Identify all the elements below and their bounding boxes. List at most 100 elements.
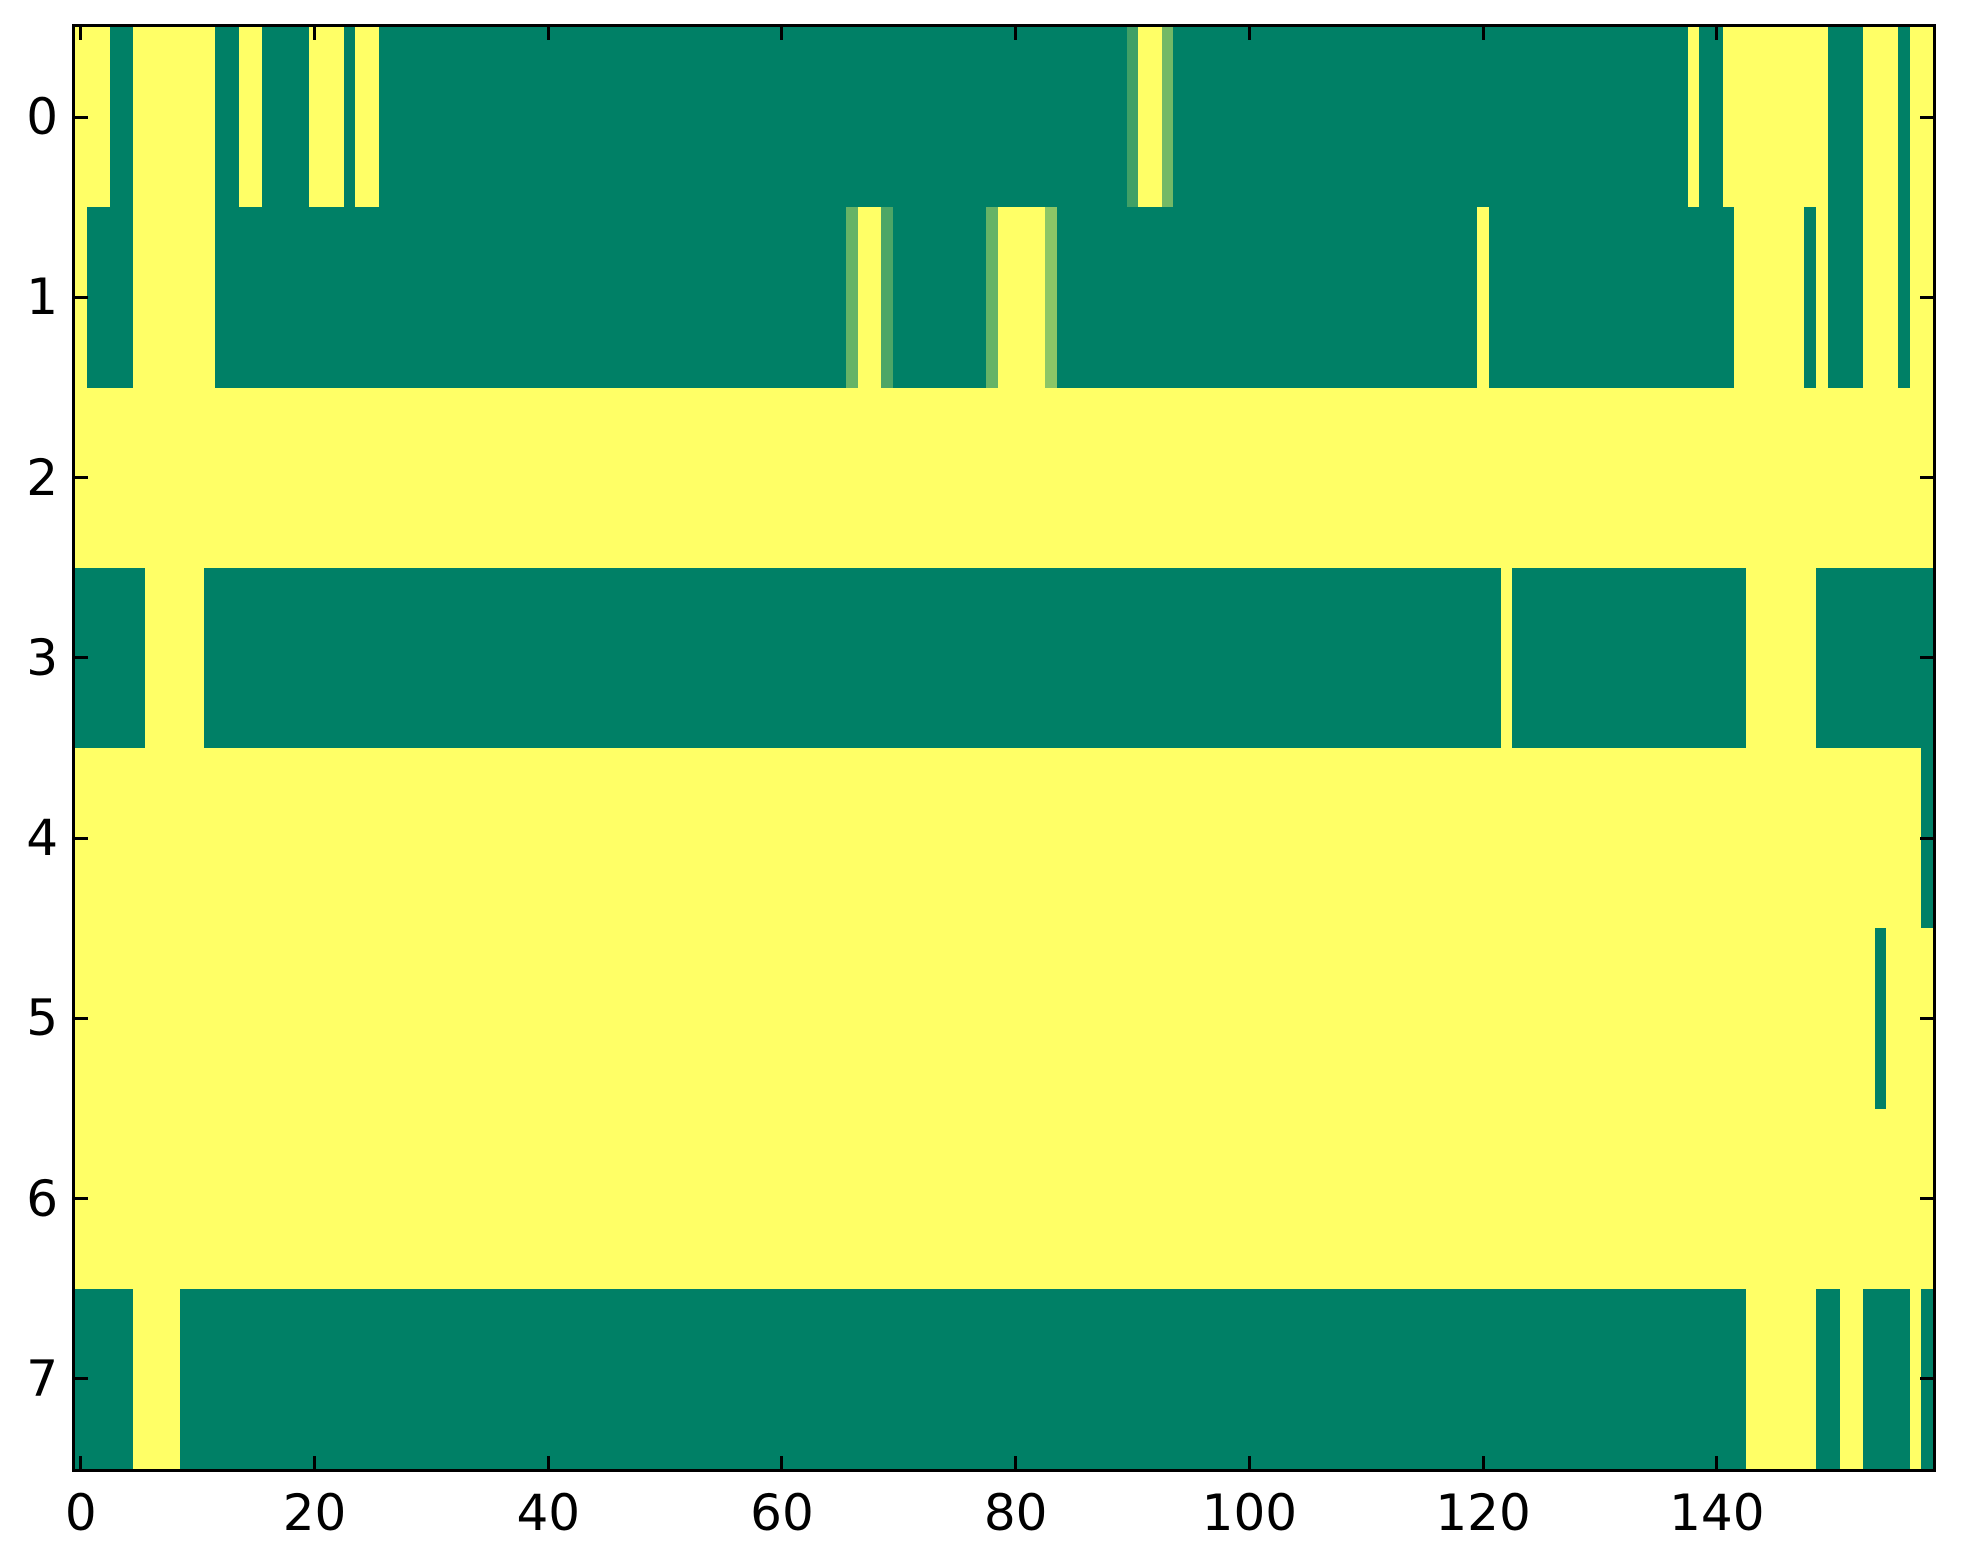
heatmap-segment xyxy=(1862,1288,1911,1469)
heatmap-segment xyxy=(1173,27,1689,208)
x-tick-mark xyxy=(1014,1456,1018,1469)
heatmap xyxy=(75,27,1933,1469)
heatmap-segment xyxy=(1862,27,1899,208)
heatmap-segment xyxy=(1746,567,1817,749)
heatmap-segment xyxy=(1746,1288,1817,1469)
x-axis-tick-label: 140 xyxy=(1669,1484,1765,1542)
heatmap-segment xyxy=(180,1288,1747,1469)
heatmap-segment xyxy=(1056,207,1478,389)
heatmap-segment xyxy=(1477,207,1490,389)
y-axis-tick-label: 7 xyxy=(26,1349,58,1408)
y-tick-mark xyxy=(1920,115,1933,119)
x-axis-tick-label: 0 xyxy=(64,1484,97,1542)
heatmap-segment xyxy=(133,27,216,208)
heatmap-segment xyxy=(215,207,847,389)
heatmap-row-5 xyxy=(75,928,1933,1110)
y-axis-tick-label: 0 xyxy=(26,88,58,147)
y-tick-mark xyxy=(1920,295,1933,299)
plot-area xyxy=(72,24,1936,1472)
heatmap-segment xyxy=(1897,207,1911,389)
heatmap-segment xyxy=(238,27,263,208)
heatmap-segment xyxy=(75,748,1922,929)
heatmap-segment xyxy=(145,567,205,749)
heatmap-row-1 xyxy=(75,207,1933,389)
y-tick-mark xyxy=(75,1377,88,1381)
heatmap-segment xyxy=(378,27,1128,208)
heatmap-segment xyxy=(1687,27,1700,208)
x-tick-mark xyxy=(1715,1456,1719,1469)
x-tick-mark xyxy=(1481,27,1485,40)
x-tick-mark xyxy=(1247,1456,1251,1469)
heatmap-segment xyxy=(343,27,357,208)
y-tick-mark xyxy=(75,295,88,299)
y-tick-mark xyxy=(75,656,88,660)
heatmap-segment xyxy=(1804,207,1817,389)
heatmap-row-2 xyxy=(75,387,1933,569)
heatmap-row-0 xyxy=(75,27,1933,208)
y-tick-mark xyxy=(75,836,88,840)
heatmap-segment xyxy=(1722,27,1829,208)
heatmap-row-3 xyxy=(75,567,1933,749)
y-tick-mark xyxy=(1920,1197,1933,1201)
heatmap-segment xyxy=(1126,27,1139,208)
y-axis-tick-label: 5 xyxy=(26,989,58,1048)
x-tick-mark xyxy=(546,27,550,40)
heatmap-segment xyxy=(75,387,1933,569)
heatmap-segment xyxy=(1827,27,1864,208)
y-axis-tick-label: 2 xyxy=(26,448,58,507)
heatmap-segment xyxy=(355,27,380,208)
heatmap-segment xyxy=(1138,27,1163,208)
heatmap-row-6 xyxy=(75,1108,1933,1290)
heatmap-segment xyxy=(1488,207,1735,389)
x-axis-tick-label: 60 xyxy=(750,1484,814,1542)
x-tick-mark xyxy=(1247,27,1251,40)
x-axis-tick-label: 80 xyxy=(983,1484,1048,1542)
heatmap-segment xyxy=(1874,928,1887,1110)
heatmap-segment xyxy=(86,207,134,389)
x-tick-mark xyxy=(79,27,83,40)
heatmap-segment xyxy=(110,27,135,208)
heatmap-segment xyxy=(986,207,999,389)
heatmap-segment xyxy=(998,207,1046,389)
y-tick-mark xyxy=(1920,476,1933,480)
y-tick-mark xyxy=(75,1197,88,1201)
x-tick-mark xyxy=(79,1456,83,1469)
heatmap-segment xyxy=(1862,207,1899,389)
heatmap-segment xyxy=(133,207,216,389)
heatmap-row-4 xyxy=(75,748,1933,929)
heatmap-segment xyxy=(1909,1288,1922,1469)
heatmap-segment xyxy=(1816,207,1829,389)
heatmap-segment xyxy=(1839,1288,1864,1469)
y-tick-mark xyxy=(1920,1016,1933,1020)
heatmap-segment xyxy=(857,207,882,389)
heatmap-segment xyxy=(1734,207,1806,389)
y-tick-mark xyxy=(75,115,88,119)
y-axis-tick-label: 4 xyxy=(26,809,58,868)
heatmap-segment xyxy=(1512,567,1747,749)
heatmap-segment xyxy=(308,27,345,208)
heatmap-segment xyxy=(1044,207,1058,389)
heatmap-segment xyxy=(1897,27,1911,208)
heatmap-segment xyxy=(203,567,1502,749)
x-tick-mark xyxy=(1481,1456,1485,1469)
heatmap-segment xyxy=(1161,27,1175,208)
heatmap-segment xyxy=(75,928,1876,1110)
y-axis-tick-label: 6 xyxy=(26,1169,58,1228)
heatmap-segment xyxy=(133,1288,181,1469)
heatmap-segment xyxy=(1816,1288,1841,1469)
x-axis-tick-label: 100 xyxy=(1201,1484,1298,1542)
y-axis-tick-label: 1 xyxy=(26,268,58,327)
heatmap-segment xyxy=(846,207,859,389)
y-tick-mark xyxy=(1920,1377,1933,1381)
heatmap-segment xyxy=(1500,567,1513,749)
x-tick-mark xyxy=(313,27,317,40)
y-tick-mark xyxy=(75,1016,88,1020)
x-tick-mark xyxy=(780,27,784,40)
heatmap-segment xyxy=(1699,27,1724,208)
heatmap-segment xyxy=(1816,567,1933,749)
x-tick-mark xyxy=(546,1456,550,1469)
heatmap-segment xyxy=(1827,207,1864,389)
x-axis-tick-label: 120 xyxy=(1435,1484,1531,1542)
heatmap-segment xyxy=(881,207,894,389)
y-tick-mark xyxy=(1920,656,1933,660)
